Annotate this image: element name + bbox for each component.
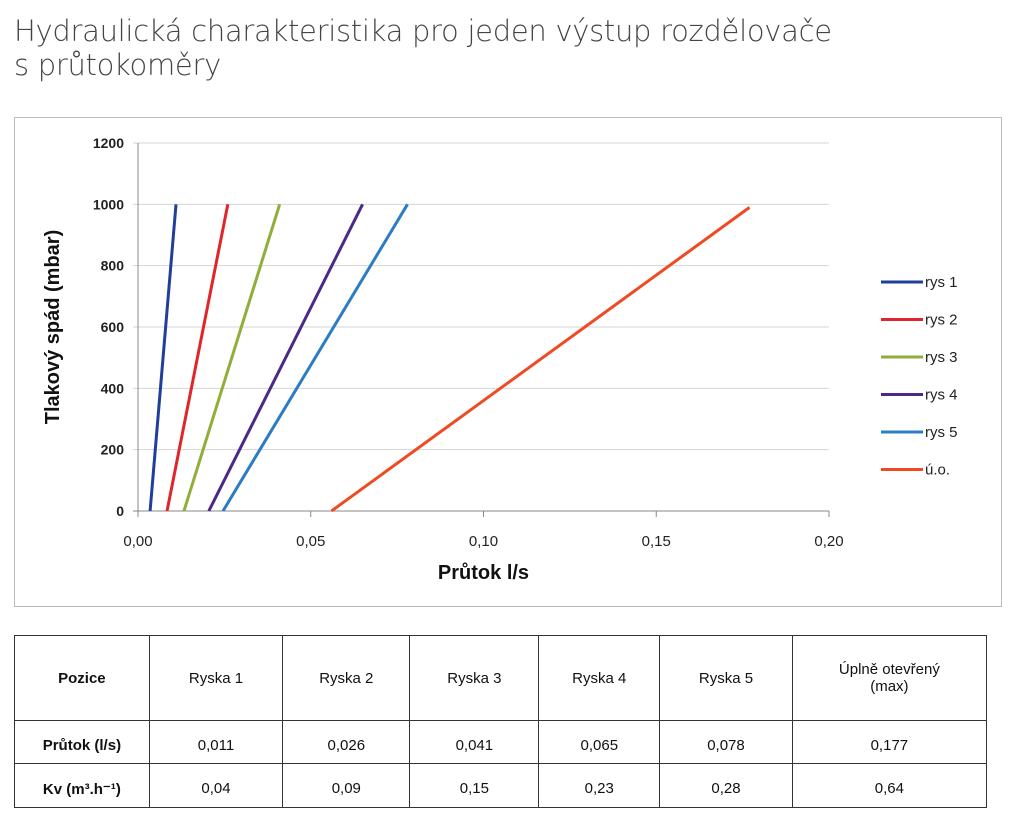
series-line-6 [330,206,751,513]
y-tick-label: 0 [116,503,124,519]
title-line-2: s průtokoměry [14,48,221,82]
table-cell: Úplně otevřený (max) [791,635,988,721]
y-tick-label: 400 [101,380,125,396]
x-tick-label: 0,10 [469,533,498,550]
table-cell: 0,04 [148,763,284,808]
x-tick-label: 0,05 [296,533,325,550]
x-axis-label: Průtok l/s [438,562,529,584]
y-axis-label: Tlakový spád (mbar) [42,230,64,425]
table-row: Průtok (l/s) 0,011 0,026 0,041 0,065 0,078 0,1… [14,720,988,764]
table-row: Kv (m³.h⁻¹) 0,04 0,09 0,15 0,23 0,28 0,64 [14,763,988,808]
y-tick-label: 1200 [93,135,124,151]
legend-label: rys 1 [925,274,958,291]
y-tick-label: 200 [101,442,125,458]
table-cell: Ryska 2 [282,635,411,721]
table-cell: Ryska 3 [409,635,540,721]
table-cell: Pozice [14,635,150,721]
table-cell: Ryska 5 [659,635,793,721]
table-header-row: Pozice Ryska 1 Ryska 2 Ryska 3 Ryska 4 Ryska … [14,635,988,721]
table-cell: 0,28 [659,763,793,808]
legend-label: rys 2 [925,312,958,329]
table-cell: Průtok (l/s) [14,720,150,764]
title-line-1: Hydraulická charakteristika pro jeden vý… [14,14,832,48]
line-chart: 0 200 400 600 800 1000 1200 0,00 0,05 0,10 0,15 0,2… [42,135,958,584]
legend-label: ú.o. [925,462,950,479]
series-line-1 [148,204,178,512]
table-cell: 0,041 [409,720,540,764]
table-cell: 0,026 [282,720,411,764]
page-title: Hydraulická charakteristika pro jeden vý… [14,14,832,82]
table-cell: 0,078 [659,720,793,764]
y-tick-label: 800 [101,258,125,274]
x-tick-label: 0,15 [642,533,671,550]
legend-label: rys 3 [925,349,958,366]
chart-frame: 0 200 400 600 800 1000 1200 0,00 0,05 0,10 0,15 0,2… [14,117,1002,607]
y-tick-label: 1000 [93,196,124,212]
x-tick-label: 0,20 [814,533,843,550]
y-tick-label: 600 [101,319,125,335]
series-line-2 [165,204,230,512]
table-cell: 0,177 [791,720,988,764]
legend-label: rys 4 [925,387,958,404]
table-cell: 0,23 [538,763,661,808]
x-tick-label: 0,00 [123,533,152,550]
series-line-5 [221,203,409,512]
table-cell: 0,065 [538,720,661,764]
table-cell: Ryska 1 [148,635,284,721]
series-line-4 [207,203,364,512]
table-cell: Kv (m³.h⁻¹) [14,763,150,808]
legend-label: rys 5 [925,424,958,441]
table-cell: Ryska 4 [538,635,661,721]
series-line-3 [182,203,282,512]
flow-table: Pozice Ryska 1 Ryska 2 Ryska 3 Ryska 4 Ryska … [14,635,988,808]
table-cell: 0,64 [791,763,988,808]
table-cell: 0,15 [409,763,540,808]
table-cell: 0,011 [148,720,284,764]
table-cell: 0,09 [282,763,411,808]
